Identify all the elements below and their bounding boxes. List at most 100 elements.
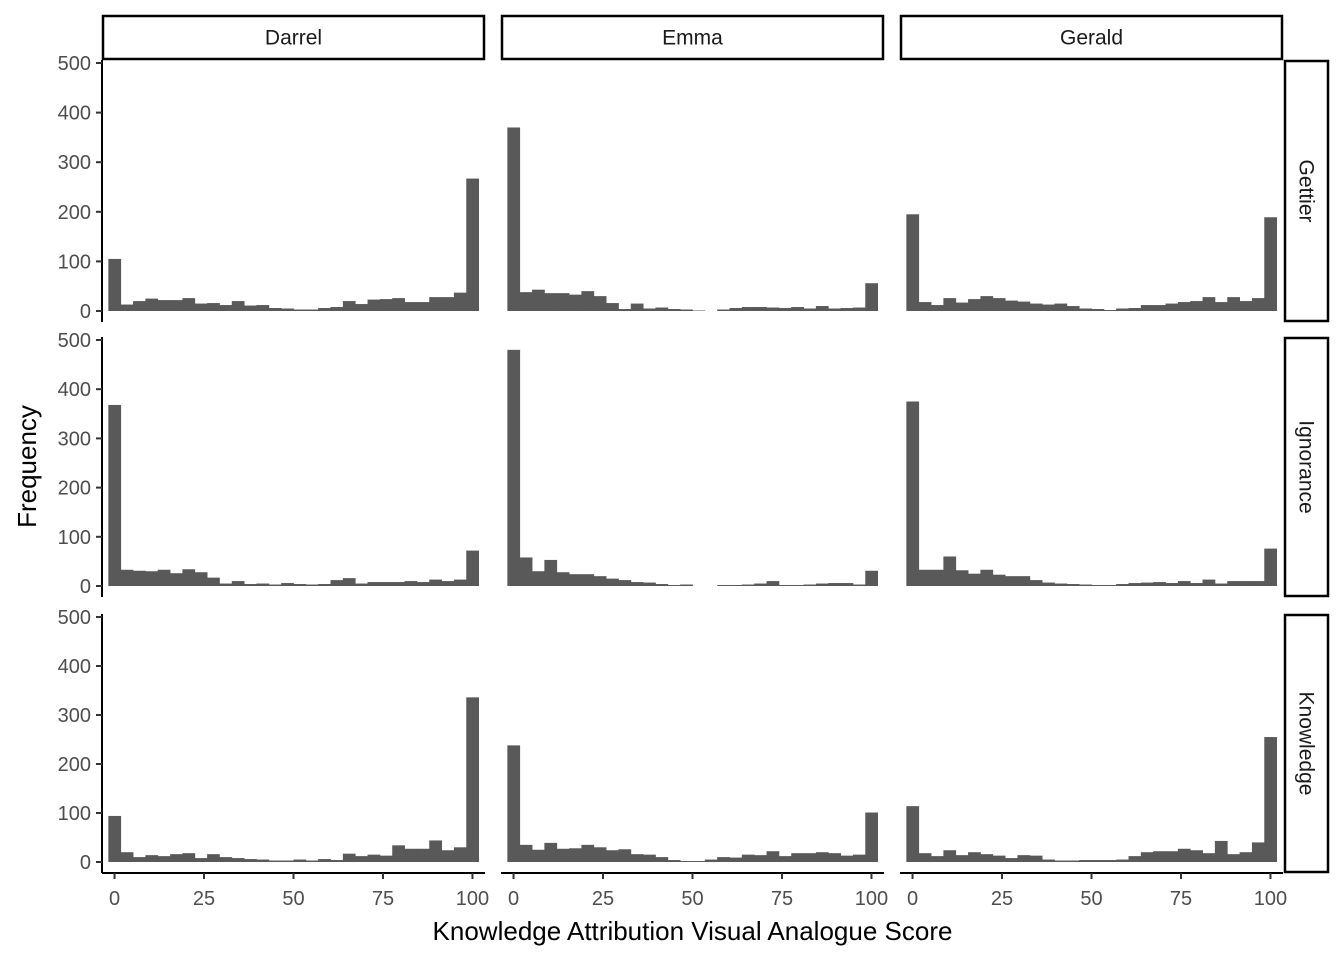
histogram-bar (1079, 584, 1092, 586)
x-tick-label: 75 (1170, 888, 1192, 910)
histogram-bar (992, 855, 1006, 862)
histogram-bar (741, 307, 755, 311)
y-tick-label: 500 (58, 330, 91, 352)
histogram-bar (803, 308, 817, 311)
histogram-bar (466, 697, 480, 862)
histogram-bar (906, 214, 920, 311)
histogram-bar (918, 302, 932, 311)
panel-ignorance-emma (507, 349, 879, 586)
histogram-bar (667, 860, 681, 862)
x-tick-label: 50 (282, 888, 304, 910)
histogram-bar (305, 309, 319, 311)
histogram-bar (207, 854, 220, 862)
y-tick-label: 400 (58, 103, 91, 125)
histogram-bar (244, 859, 257, 862)
histogram-bar (416, 848, 430, 862)
histogram-bar (367, 854, 381, 862)
histogram-bar (1239, 301, 1253, 311)
histogram-bar (1103, 310, 1117, 311)
histogram-bar (1042, 582, 1055, 586)
histogram-bar (170, 573, 183, 586)
histogram-bar (392, 298, 405, 311)
histogram-bar (1116, 584, 1129, 586)
histogram-bar (1165, 583, 1179, 586)
x-tick-label: 0 (508, 888, 519, 910)
panel-knowledge-darrel (108, 697, 480, 862)
histogram-bar (643, 582, 656, 586)
histogram-bar (1054, 303, 1068, 311)
histogram-bar (980, 569, 994, 586)
row-strips: Gettier Ignorance Knowledge (1283, 59, 1330, 874)
histogram-bar (778, 585, 792, 586)
x-tick-label: 50 (681, 888, 703, 910)
histogram-bar (342, 578, 356, 586)
histogram-bar (108, 404, 122, 586)
row-strip-ignorance (1283, 336, 1330, 598)
histogram-bar (643, 308, 656, 311)
histogram-bar (680, 861, 693, 862)
histogram-bar (1054, 583, 1068, 586)
histogram-bar (704, 859, 718, 862)
histogram-bar (219, 583, 233, 586)
row-strip-gettier (1283, 59, 1330, 323)
histogram-bar (1017, 855, 1031, 862)
histogram-bar (931, 856, 944, 862)
histogram-bar (992, 574, 1006, 586)
histogram-bar (256, 305, 270, 311)
histogram-bar (1091, 309, 1105, 311)
histogram-bar (943, 556, 957, 586)
histogram-bar (968, 852, 981, 862)
x-tick-label: 25 (592, 888, 614, 910)
histogram-bar (133, 570, 146, 586)
histogram-bar (532, 849, 545, 862)
histogram-bar (992, 298, 1006, 311)
y-tick-label: 0 (80, 301, 91, 323)
histogram-bar (980, 854, 994, 862)
row-strip-label: Ignorance (1295, 420, 1318, 513)
histogram-bar (1251, 842, 1265, 862)
histogram-bar (556, 293, 570, 311)
histogram-bar (766, 851, 780, 862)
histogram-bar (828, 853, 841, 862)
histogram-bar (330, 580, 344, 586)
histogram-bar (330, 307, 344, 311)
histogram-bar (507, 745, 521, 862)
histogram-bar (630, 303, 644, 311)
histogram-bar (791, 307, 804, 311)
histogram-bar (791, 853, 804, 862)
histogram-bar (581, 574, 595, 586)
histogram-bar (606, 850, 619, 862)
histogram-bar (1153, 582, 1166, 586)
histogram-bar (1153, 305, 1166, 311)
histogram-bar (281, 583, 294, 586)
histogram-bar (1214, 840, 1228, 862)
histogram-bar (1264, 737, 1278, 862)
histogram-bar (931, 305, 944, 311)
histogram-bar (680, 584, 693, 586)
y-tick-label: 400 (58, 379, 91, 401)
histogram-bar (219, 305, 233, 311)
histogram-bar (1202, 297, 1216, 311)
x-tick-label: 100 (1254, 888, 1287, 910)
histogram-bar (231, 301, 245, 311)
histogram-bar (968, 573, 981, 586)
column-strip-label: Gerald (1060, 27, 1123, 50)
histogram-bar (655, 857, 669, 862)
histogram-bar (667, 585, 681, 586)
histogram-bar (342, 301, 356, 311)
histogram-bar (778, 308, 792, 311)
histogram-bar (778, 856, 792, 862)
histogram-bar (955, 570, 969, 586)
x-tick-label: 100 (456, 888, 489, 910)
histogram-bar (655, 584, 669, 586)
histogram-bar (441, 297, 455, 311)
histogram-bar (157, 856, 171, 862)
histogram-bar (655, 307, 669, 311)
panel-ignorance-gerald (906, 401, 1278, 586)
histogram-bar (1091, 860, 1105, 862)
histogram-bar (441, 850, 455, 862)
histogram-bar (606, 303, 619, 311)
histogram-bar (955, 855, 969, 862)
histogram-bar (330, 860, 344, 862)
histogram-bar (840, 855, 854, 862)
